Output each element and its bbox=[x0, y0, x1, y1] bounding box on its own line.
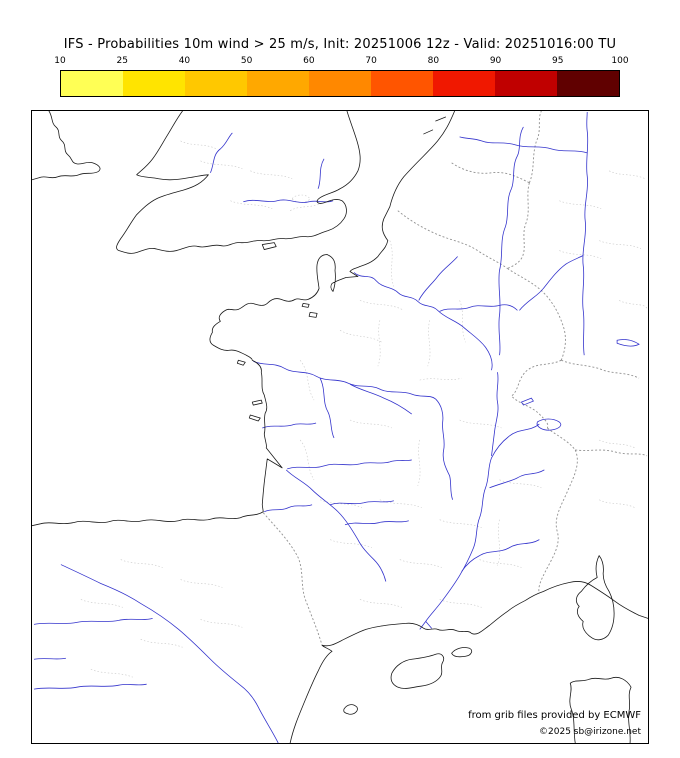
coast-continent-atlantic bbox=[32, 111, 456, 527]
coast-corsica bbox=[575, 555, 615, 641]
river-dordogne bbox=[287, 459, 412, 470]
coast-ibiza bbox=[343, 704, 358, 715]
legend-segment bbox=[309, 71, 371, 96]
river-rhine-delta bbox=[459, 136, 588, 154]
coast-ireland bbox=[32, 111, 101, 181]
attribution-copyright: ©2025 sb@irizone.net bbox=[539, 727, 641, 737]
legend-segment bbox=[185, 71, 247, 96]
river-rhone bbox=[419, 423, 540, 630]
legend-segment bbox=[61, 71, 123, 96]
legend-segment bbox=[247, 71, 309, 96]
attribution-ecmwf: from grib files provided by ECMWF bbox=[468, 710, 641, 721]
river-severn bbox=[210, 132, 233, 173]
coast-channel-islands bbox=[301, 302, 318, 318]
river-loire bbox=[253, 360, 454, 500]
lake-geneva bbox=[536, 418, 562, 431]
river-isere bbox=[489, 469, 545, 489]
map-svg bbox=[32, 111, 648, 743]
legend-tick-label: 80 bbox=[427, 56, 440, 66]
legend-tick-label: 60 bbox=[303, 56, 315, 66]
legend-tick-label: 100 bbox=[611, 56, 629, 66]
river-vienne bbox=[319, 377, 335, 439]
river-lot bbox=[329, 500, 394, 506]
coast-isle-of-wight bbox=[261, 242, 277, 250]
coast-dutch-islands bbox=[423, 116, 447, 135]
legend-tick-label: 50 bbox=[240, 56, 253, 66]
coast-sardinia bbox=[569, 676, 632, 743]
legend-segment bbox=[433, 71, 495, 96]
river-ebro bbox=[60, 564, 279, 743]
legend-segment bbox=[123, 71, 185, 96]
river-durance bbox=[461, 539, 540, 572]
lake-neuchatel bbox=[520, 397, 534, 406]
legend-tick-label: 40 bbox=[178, 56, 191, 66]
river-rhine bbox=[582, 111, 589, 356]
coast-continent-mediterranean bbox=[289, 581, 648, 743]
river-spain-minor bbox=[33, 657, 66, 660]
river-charente bbox=[262, 422, 317, 429]
legend-tick-label: 25 bbox=[116, 56, 128, 66]
river-marne bbox=[439, 304, 518, 312]
coast-menorca bbox=[451, 647, 473, 658]
coastlines bbox=[32, 111, 648, 743]
river-thames bbox=[243, 199, 334, 203]
country-borders bbox=[262, 111, 648, 646]
river-cher bbox=[349, 383, 413, 415]
river-seine bbox=[353, 272, 493, 371]
river-tarn bbox=[344, 520, 409, 526]
river-adour bbox=[264, 504, 313, 513]
map-area: from grib files provided by ECMWF ©2025 … bbox=[31, 110, 649, 744]
legend-tick-label: 10 bbox=[54, 56, 66, 66]
river-garonne bbox=[285, 469, 387, 582]
legend-segment bbox=[557, 71, 619, 96]
river-moselle bbox=[519, 255, 584, 311]
legend-tick-label: 95 bbox=[552, 56, 564, 66]
coast-mallorca bbox=[390, 653, 445, 689]
river-oise bbox=[418, 256, 458, 301]
legend-tick-label: 70 bbox=[365, 56, 377, 66]
admin-boundaries bbox=[80, 140, 648, 678]
river-duero bbox=[33, 618, 153, 625]
probability-legend: 10 25 40 50 60 70 80 90 95 100 bbox=[54, 55, 629, 97]
legend-segment bbox=[371, 71, 433, 96]
legend-tick-labels: 10 25 40 50 60 70 80 90 95 100 bbox=[54, 55, 628, 67]
river-tajo bbox=[33, 683, 147, 690]
legend-colorbar bbox=[60, 70, 620, 97]
river-saone bbox=[491, 372, 499, 456]
coast-re-oleron bbox=[236, 359, 263, 422]
legend-segment bbox=[495, 71, 557, 96]
lake-constance bbox=[616, 339, 640, 347]
river-meuse bbox=[498, 126, 524, 356]
rivers bbox=[33, 111, 640, 743]
river-great-ouse bbox=[317, 158, 325, 189]
legend-tick-label: 90 bbox=[489, 56, 502, 66]
coast-great-britain bbox=[116, 111, 361, 254]
map-title: IFS - Probabilities 10m wind > 25 m/s, I… bbox=[63, 37, 617, 52]
